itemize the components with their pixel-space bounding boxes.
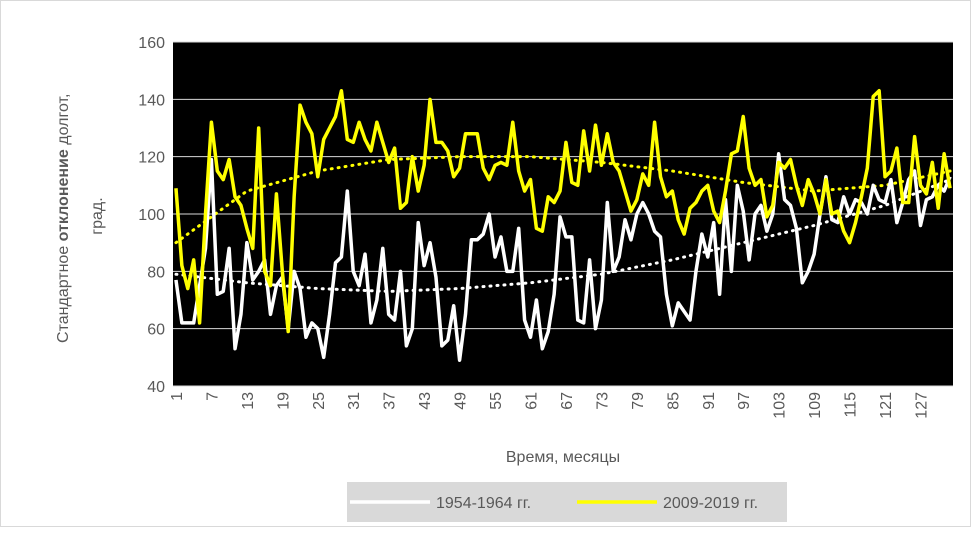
x-tick-label: 55	[488, 392, 505, 410]
x-tick-label: 61	[524, 392, 541, 410]
legend-items: 1954-1964 гг. 2009-2019 гг.	[350, 495, 758, 512]
x-tick-label: 25	[311, 392, 328, 410]
x-tick-label: 91	[701, 392, 718, 410]
trend-line	[174, 178, 952, 293]
x-tick-label: 67	[559, 392, 576, 410]
x-tick-label: 49	[453, 392, 470, 410]
y-tick-label: 120	[138, 150, 165, 167]
x-tick-label: 103	[772, 392, 789, 419]
y-tick-label: 60	[147, 322, 165, 339]
x-tick-label: 121	[878, 392, 895, 419]
y-tick-label: 80	[147, 264, 165, 281]
x-tick-label: 43	[417, 392, 434, 410]
y-title-part: Стандартное	[55, 246, 72, 343]
series-line	[174, 88, 952, 334]
y-tick-label: 160	[138, 35, 165, 52]
marks	[174, 88, 952, 362]
x-axis-title: Время, месяцы	[506, 449, 620, 466]
y-title-part: град.	[89, 197, 106, 234]
y-tick-label: 40	[147, 379, 165, 396]
x-tick-label: 37	[382, 392, 399, 410]
y-title-part: долгот,	[55, 94, 72, 145]
y-axis-title: Стандартное отклонение долгот, град.	[55, 89, 106, 343]
x-tick-label: 1	[169, 392, 186, 401]
trend-line	[174, 155, 952, 245]
x-tick-label: 97	[736, 392, 753, 410]
y-tick-label: 140	[138, 92, 165, 109]
x-tick-label: 127	[914, 392, 931, 419]
x-tick-label: 31	[346, 392, 363, 410]
legend-label: 1954-1964 гг.	[436, 495, 531, 512]
y-title-part: отклонение	[55, 149, 72, 241]
grid	[173, 41, 953, 387]
x-tick-label: 7	[204, 392, 221, 401]
x-tick-label: 73	[594, 392, 611, 410]
x-tick-label: 79	[630, 392, 647, 410]
legend-label: 2009-2019 гг.	[663, 495, 758, 512]
x-tick-label: 115	[843, 392, 860, 418]
x-tick-label: 109	[807, 392, 824, 419]
y-tick-label: 100	[138, 207, 165, 224]
x-tick-label: 85	[665, 392, 682, 410]
x-tick-label: 13	[240, 392, 257, 410]
x-tick-label: 19	[275, 392, 292, 410]
